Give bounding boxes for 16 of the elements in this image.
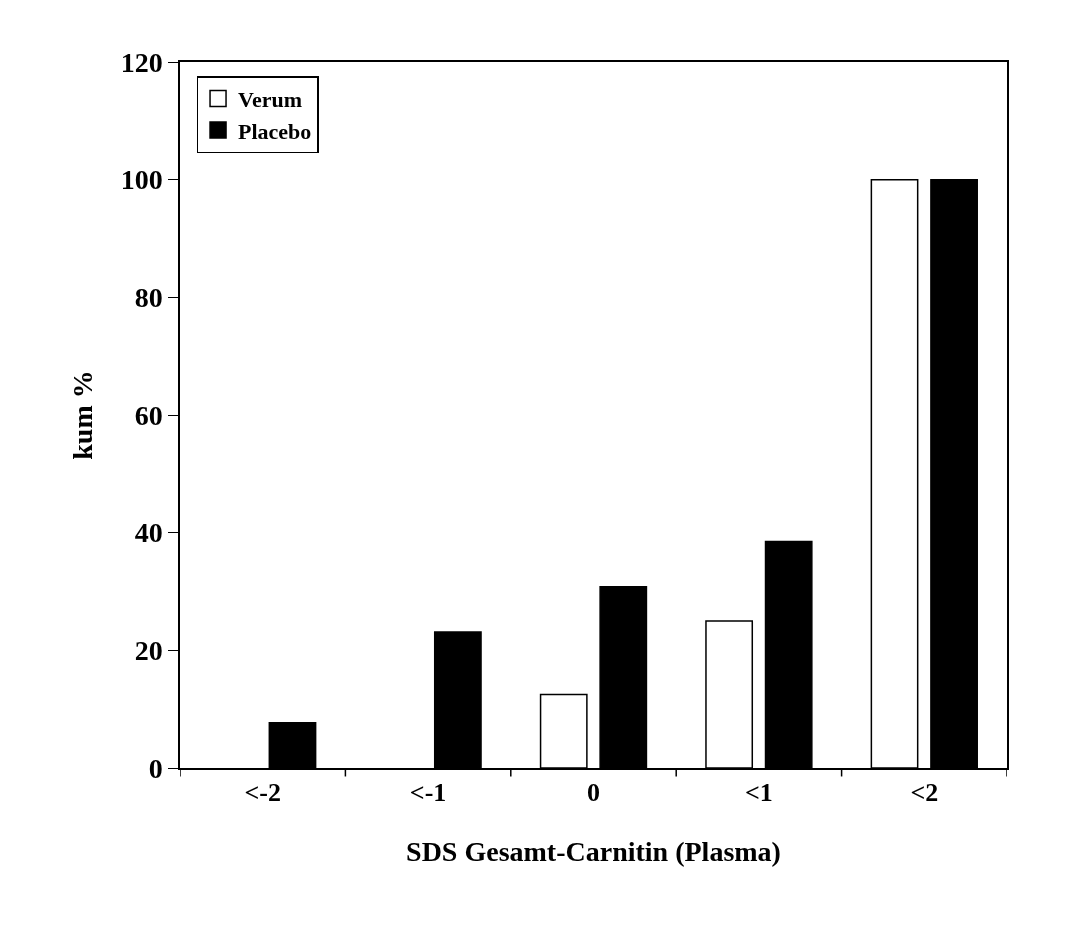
y-tick-label: 120 — [120, 46, 163, 78]
y-tick-label: 0 — [148, 752, 163, 784]
legend-label: Verum — [238, 87, 303, 112]
y-tick-label: 100 — [120, 164, 163, 196]
x-tick-label: <-1 — [409, 777, 447, 807]
x-tick-label: <2 — [910, 777, 939, 807]
y-axis-title: kum % — [66, 370, 98, 460]
x-tick-label: 0 — [587, 777, 600, 807]
x-tick-label: <1 — [744, 777, 773, 807]
y-tick-label: 80 — [134, 282, 163, 314]
y-tick-label: 20 — [134, 635, 163, 667]
y-tick-label: 40 — [134, 517, 163, 549]
x-axis-title: SDS Gesamt-Carnitin (Plasma) — [406, 835, 781, 867]
legend-label: Placebo — [238, 118, 312, 144]
y-tick-label: 60 — [134, 399, 163, 431]
x-tick-label: <-2 — [244, 777, 281, 807]
